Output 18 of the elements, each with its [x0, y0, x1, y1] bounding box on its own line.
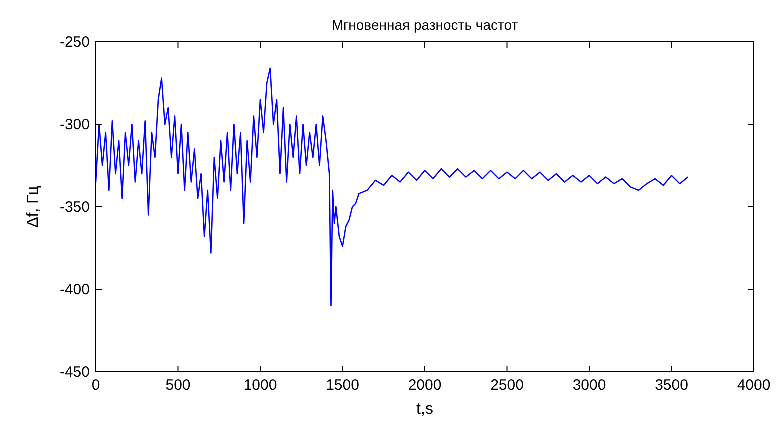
y-tick-label: -400 [60, 282, 90, 298]
y-tick-label: -350 [60, 199, 90, 216]
x-tick-label: 3500 [655, 377, 688, 394]
y-tick-label: -450 [60, 364, 90, 381]
x-tick-label: 0 [92, 377, 100, 394]
x-tick-label: 4000 [737, 377, 771, 394]
x-tick-label: 3000 [572, 377, 606, 394]
x-tick-label: 1500 [326, 377, 360, 394]
x-tick-label: 1000 [244, 377, 278, 394]
x-tick-label: 500 [166, 377, 191, 394]
x-tick-label: 2500 [490, 377, 524, 394]
x-axis-title: t,s [416, 401, 434, 418]
y-tick-label: -300 [60, 116, 90, 134]
y-tick-label: -250 [60, 34, 90, 51]
chart-title: Мгновенная разность частот [332, 17, 519, 33]
line-series [96, 68, 689, 307]
x-tick-label: 2000 [408, 377, 442, 394]
y-axis-title: Δf, Гц [25, 186, 42, 228]
